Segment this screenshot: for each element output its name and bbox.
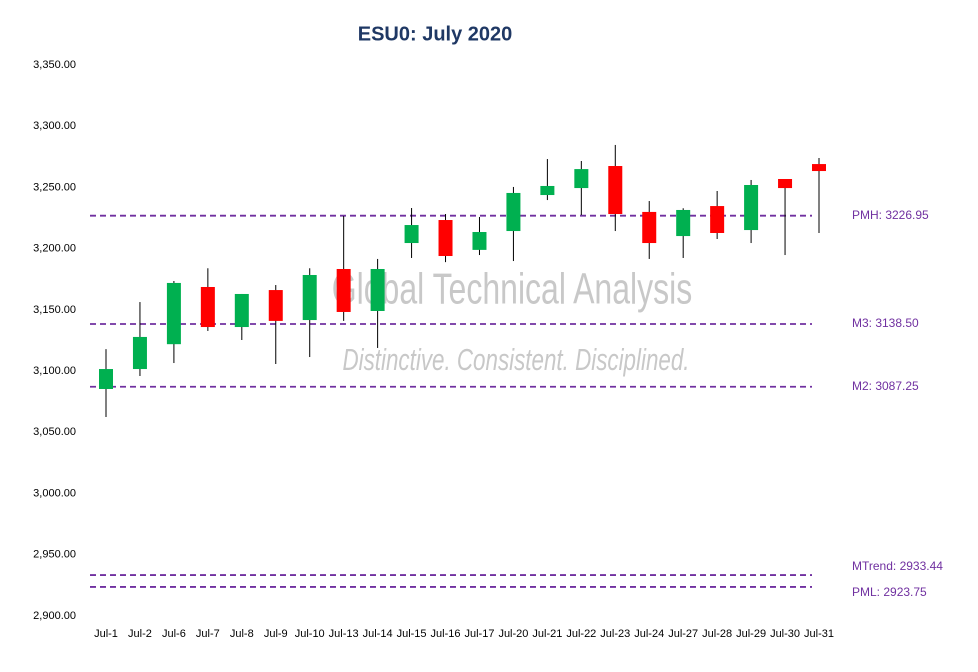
level-label: M2: 3087.25: [852, 379, 919, 393]
x-tick-label: Jul-21: [532, 628, 562, 640]
x-tick-label: Jul-1: [94, 628, 118, 640]
candle-body: [166, 282, 181, 345]
y-tick-label: 3,200.00: [33, 243, 76, 255]
candle-body: [540, 185, 555, 196]
candle-body: [472, 232, 487, 250]
x-tick-label: Jul-10: [295, 628, 325, 640]
candle-body: [710, 206, 725, 233]
watermark: Distinctive. Consistent. Disciplined.: [342, 343, 689, 377]
x-tick-label: Jul-6: [162, 628, 186, 640]
y-tick-label: 3,250.00: [33, 181, 76, 193]
x-tick-label: Jul-22: [566, 628, 596, 640]
candle-body: [608, 166, 623, 215]
x-tick-label: Jul-15: [397, 628, 427, 640]
candle-body: [574, 169, 589, 189]
x-tick-label: Jul-20: [498, 628, 528, 640]
x-tick-label: Jul-9: [264, 628, 288, 640]
x-tick-label: Jul-16: [431, 628, 461, 640]
candle-body: [234, 293, 249, 328]
candle-body: [99, 369, 113, 389]
candle-body: [676, 209, 691, 237]
candle-body: [268, 290, 283, 321]
x-tick-label: Jul-28: [702, 628, 732, 640]
level-label: MTrend: 2933.44: [852, 559, 943, 573]
x-tick-label: Jul-23: [600, 628, 630, 640]
candle-body: [336, 268, 351, 312]
y-tick-label: 3,150.00: [33, 304, 76, 316]
y-tick-label: 3,100.00: [33, 365, 76, 377]
candle-body: [200, 286, 215, 328]
candle-body: [302, 274, 317, 321]
x-tick-label: Jul-7: [196, 628, 220, 640]
candle-body: [778, 178, 793, 189]
watermark: Global Technical Analysis: [332, 265, 692, 314]
x-tick-label: Jul-17: [464, 628, 494, 640]
y-tick-label: 3,350.00: [33, 59, 76, 71]
x-tick-label: Jul-29: [736, 628, 766, 640]
y-tick-label: 2,900.00: [33, 610, 76, 622]
candle-body: [506, 192, 521, 232]
candle-body: [438, 220, 453, 257]
x-tick-label: Jul-30: [770, 628, 800, 640]
y-tick-label: 3,050.00: [33, 426, 76, 438]
candle-body: [132, 336, 147, 370]
candle-body: [642, 211, 657, 244]
candle-body: [744, 184, 759, 231]
x-tick-label: Jul-8: [230, 628, 254, 640]
level-label: PML: 2923.75: [852, 585, 927, 599]
candle-body: [370, 268, 385, 311]
x-tick-label: Jul-31: [804, 628, 834, 640]
x-tick-label: Jul-27: [668, 628, 698, 640]
candle-body: [812, 164, 826, 172]
x-tick-label: Jul-13: [329, 628, 359, 640]
x-tick-label: Jul-14: [363, 628, 393, 640]
candle-body: [404, 225, 419, 244]
level-label: M3: 3138.50: [852, 316, 919, 330]
x-tick-label: Jul-24: [634, 628, 664, 640]
chart-title: ESU0: July 2020: [358, 23, 513, 45]
level-label: PMH: 3226.95: [852, 208, 929, 222]
x-tick-label: Jul-2: [128, 628, 152, 640]
y-tick-label: 3,300.00: [33, 120, 76, 132]
y-tick-label: 3,000.00: [33, 487, 76, 499]
y-tick-label: 2,950.00: [33, 549, 76, 561]
